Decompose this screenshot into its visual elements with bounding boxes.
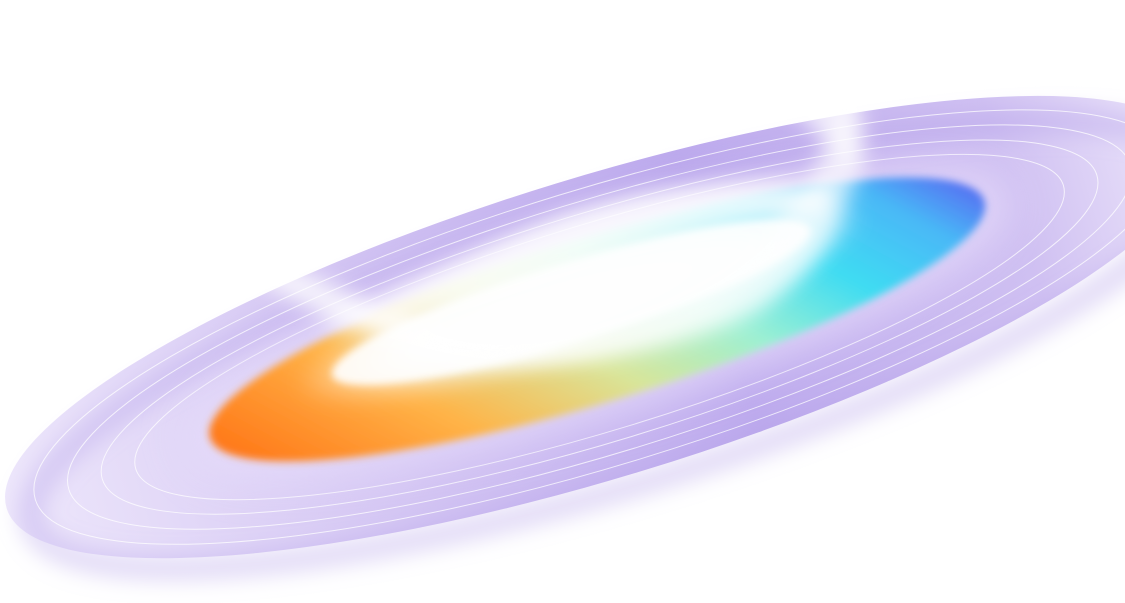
white-plume (215, 40, 864, 365)
